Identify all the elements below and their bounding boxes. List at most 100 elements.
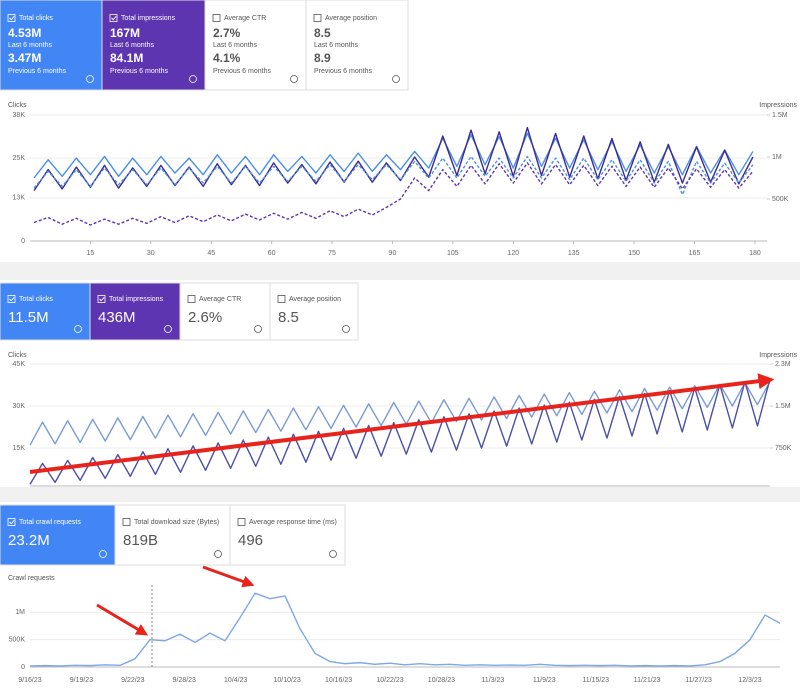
y2-tick-label: 1.5M (772, 112, 788, 119)
checkbox (313, 14, 322, 22)
help-icon (164, 325, 172, 333)
card-title: Total clicks (19, 296, 53, 303)
x-tick-label: 30 (147, 250, 155, 257)
check-mark (9, 520, 15, 525)
card-title: Average response time (ms) (249, 519, 337, 526)
card-value: 4.53M (8, 26, 41, 40)
check-mark (99, 297, 105, 302)
help-icon (392, 75, 400, 83)
trend-arrow (29, 373, 775, 474)
x-tick-label: 11/21/23 (634, 677, 661, 684)
y-axis-label: Clicks (8, 352, 27, 359)
metric-card[interactable]: Average position 8.5 (269, 282, 359, 341)
checkbox (277, 295, 286, 303)
help-icon (74, 325, 82, 333)
card-title: Total impressions (109, 296, 164, 303)
y-tick-label: 45K (13, 361, 26, 368)
separator (0, 262, 800, 280)
y-tick-label: 30K (13, 403, 26, 410)
y-axis-label: Crawl requests (8, 575, 55, 582)
card-value: 2.6% (188, 309, 222, 326)
metric-card[interactable]: Total crawl requests 23.2M (0, 504, 116, 566)
metric-card[interactable]: Average CTR 2.7% Last 6 months 4.1% Previous… (204, 0, 307, 91)
card-value: 23.2M (8, 532, 50, 549)
metric-card[interactable]: Average CTR 2.6% (179, 282, 271, 341)
help-icon (329, 550, 337, 558)
x-tick-label: 135 (568, 250, 580, 257)
x-tick-label: 10/16/23 (325, 677, 352, 684)
x-tick-label: 9/22/23 (121, 677, 144, 684)
x-tick-label: 11/15/23 (582, 677, 609, 684)
metric-card[interactable]: Total clicks 11.5M (0, 282, 91, 341)
metric-card[interactable]: Total impressions 436M (89, 282, 181, 341)
x-tick-label: 180 (749, 250, 761, 257)
card-value: 819B (123, 532, 158, 549)
x-tick-label: 11/27/23 (685, 677, 712, 684)
x-tick-label: 11/3/23 (481, 677, 504, 684)
card-title: Average CTR (224, 15, 266, 22)
card-bg (0, 504, 116, 566)
checkbox (237, 518, 246, 526)
card-previous-period: Previous 6 months (110, 68, 168, 75)
y-tick-label: 0 (21, 238, 25, 245)
x-tick-label: 12/3/23 (738, 677, 761, 684)
y-axis-label: Clicks (8, 102, 27, 109)
card-value: 11.5M (8, 309, 49, 326)
card-title: Total clicks (19, 15, 53, 22)
card-title: Average CTR (199, 296, 241, 303)
card-previous-period: Previous 6 months (213, 68, 271, 75)
card-bg (269, 282, 359, 341)
card-value: 496 (238, 532, 263, 549)
y-tick-label: 38K (13, 112, 26, 119)
help-icon (99, 550, 107, 558)
checkbox (109, 14, 118, 22)
y2-axis-label: Impressions (759, 352, 797, 359)
help-icon (86, 75, 94, 83)
x-tick-label: 9/28/23 (173, 677, 196, 684)
x-tick-label: 120 (507, 250, 519, 257)
card-value: 436M (98, 309, 136, 326)
y2-tick-label: 1M (772, 154, 782, 161)
card-period: Last 6 months (8, 42, 52, 49)
metric-card[interactable]: Total download size (Bytes) 819B (114, 504, 231, 566)
card-value: 8.5 (278, 309, 299, 326)
check-mark (9, 16, 15, 21)
check-mark (111, 16, 117, 21)
x-tick-label: 105 (447, 250, 459, 257)
y2-axis-label: Impressions (759, 102, 797, 109)
x-tick-label: 45 (207, 250, 215, 257)
metric-card[interactable]: Total impressions 167M Last 6 months 84.1M P… (101, 0, 206, 91)
x-tick-label: 9/19/23 (70, 677, 93, 684)
x-tick-label: 15 (87, 250, 95, 257)
series-line (29, 592, 781, 667)
metric-card[interactable]: Average response time (ms) 496 (229, 504, 346, 566)
metric-card[interactable]: Total clicks 4.53M Last 6 months 3.47M Previ… (0, 0, 103, 91)
x-tick-label: 10/4/23 (224, 677, 247, 684)
y-tick-label: 13K (13, 195, 26, 202)
card-period: Last 6 months (314, 42, 358, 49)
y-tick-label: 25K (13, 155, 26, 162)
y2-tick-label: 750K (775, 445, 792, 452)
card-previous-value: 3.47M (8, 51, 41, 65)
card-title: Average position (289, 296, 341, 303)
checkbox (187, 295, 196, 303)
help-icon (189, 75, 197, 83)
series-line (33, 132, 754, 179)
series-line (33, 155, 754, 196)
help-icon (214, 550, 222, 558)
help-icon (290, 75, 298, 83)
separator (0, 487, 800, 502)
checkbox (212, 14, 221, 22)
y-tick-label: 1M (15, 609, 25, 616)
x-tick-label: 10/22/23 (376, 677, 403, 684)
card-title: Total impressions (121, 15, 176, 22)
metric-card[interactable]: Average position 8.5 Last 6 months 8.9 Previ… (305, 0, 409, 91)
card-period: Last 6 months (213, 42, 257, 49)
y-tick-label: 0 (21, 664, 25, 671)
check-mark (9, 297, 15, 302)
x-tick-label: 10/10/23 (274, 677, 301, 684)
card-bg (0, 0, 103, 91)
y2-tick-label: 2.3M (775, 361, 791, 368)
help-icon (342, 325, 350, 333)
